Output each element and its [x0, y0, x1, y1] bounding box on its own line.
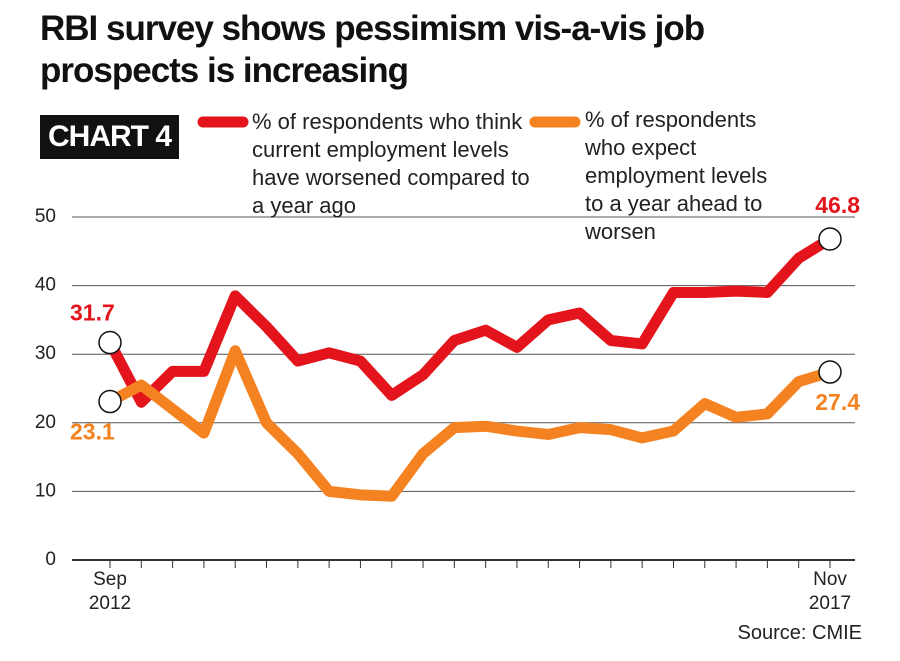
point-marker [98, 330, 122, 355]
chart-title: RBI survey shows pessimism vis-a-vis job… [40, 9, 705, 90]
x-tick-label: Sep 2012 [89, 569, 131, 614]
x-tick-label: Nov 2017 [809, 569, 851, 614]
y-tick-label: 0 [45, 549, 56, 570]
data-label: 23.1 [70, 419, 115, 445]
legend-label: % of respondents who think current emplo… [252, 109, 530, 218]
y-tick-label: 20 [35, 412, 56, 433]
point-marker [818, 227, 842, 251]
source: Source: CMIE [737, 622, 862, 644]
data-label: 27.4 [815, 389, 860, 415]
y-tick-label: 10 [35, 480, 56, 501]
series-line [107, 345, 832, 502]
series-line [105, 234, 833, 408]
point-marker [98, 389, 122, 414]
y-tick-label: 30 [35, 343, 56, 364]
data-label: 31.7 [70, 300, 115, 326]
y-tick-label: 40 [35, 275, 56, 296]
legend-label: % of respondents who expect employment l… [585, 107, 768, 244]
y-tick-label: 50 [35, 206, 56, 227]
data-label: 46.8 [815, 192, 860, 218]
chart-badge: CHART 4 [40, 115, 180, 159]
point-marker [818, 360, 842, 384]
